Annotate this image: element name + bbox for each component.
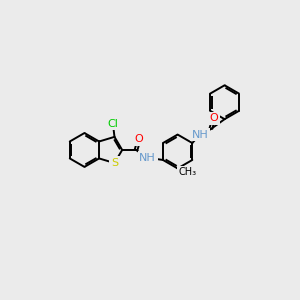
Text: O: O: [135, 134, 143, 144]
Text: NH: NH: [139, 153, 156, 163]
Text: S: S: [111, 158, 118, 168]
Text: NH: NH: [192, 130, 208, 140]
Text: Cl: Cl: [107, 119, 118, 129]
Text: CH₃: CH₃: [178, 167, 197, 177]
Text: O: O: [209, 113, 218, 123]
